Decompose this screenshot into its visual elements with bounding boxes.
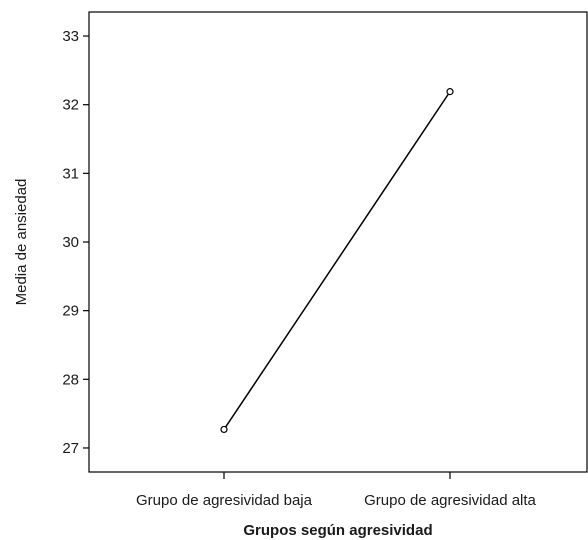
x-tick-label: Grupo de agresividad alta [364,492,536,509]
y-tick-label: 29 [62,303,79,320]
series-layer [220,88,454,434]
x-axis: Grupo de agresividad baja Grupo de agresi… [136,472,537,509]
data-point [220,425,228,434]
y-axis: 27 28 29 30 31 32 33 [62,28,89,457]
plot-area-frame [88,11,588,473]
y-tick-label: 32 [62,97,79,114]
data-point [446,88,454,96]
y-tick-label: 33 [62,28,79,45]
y-tick-label: 31 [62,165,79,182]
y-tick-label: 28 [62,371,79,388]
series-line [223,91,451,430]
x-axis-title: Grupos según agresividad [243,522,432,539]
x-tick-label: Grupo de agresividad baja [136,492,313,509]
y-tick-label: 30 [62,234,79,251]
y-tick-label: 27 [62,440,79,457]
y-axis-title: Media de ansiedad [13,179,30,306]
